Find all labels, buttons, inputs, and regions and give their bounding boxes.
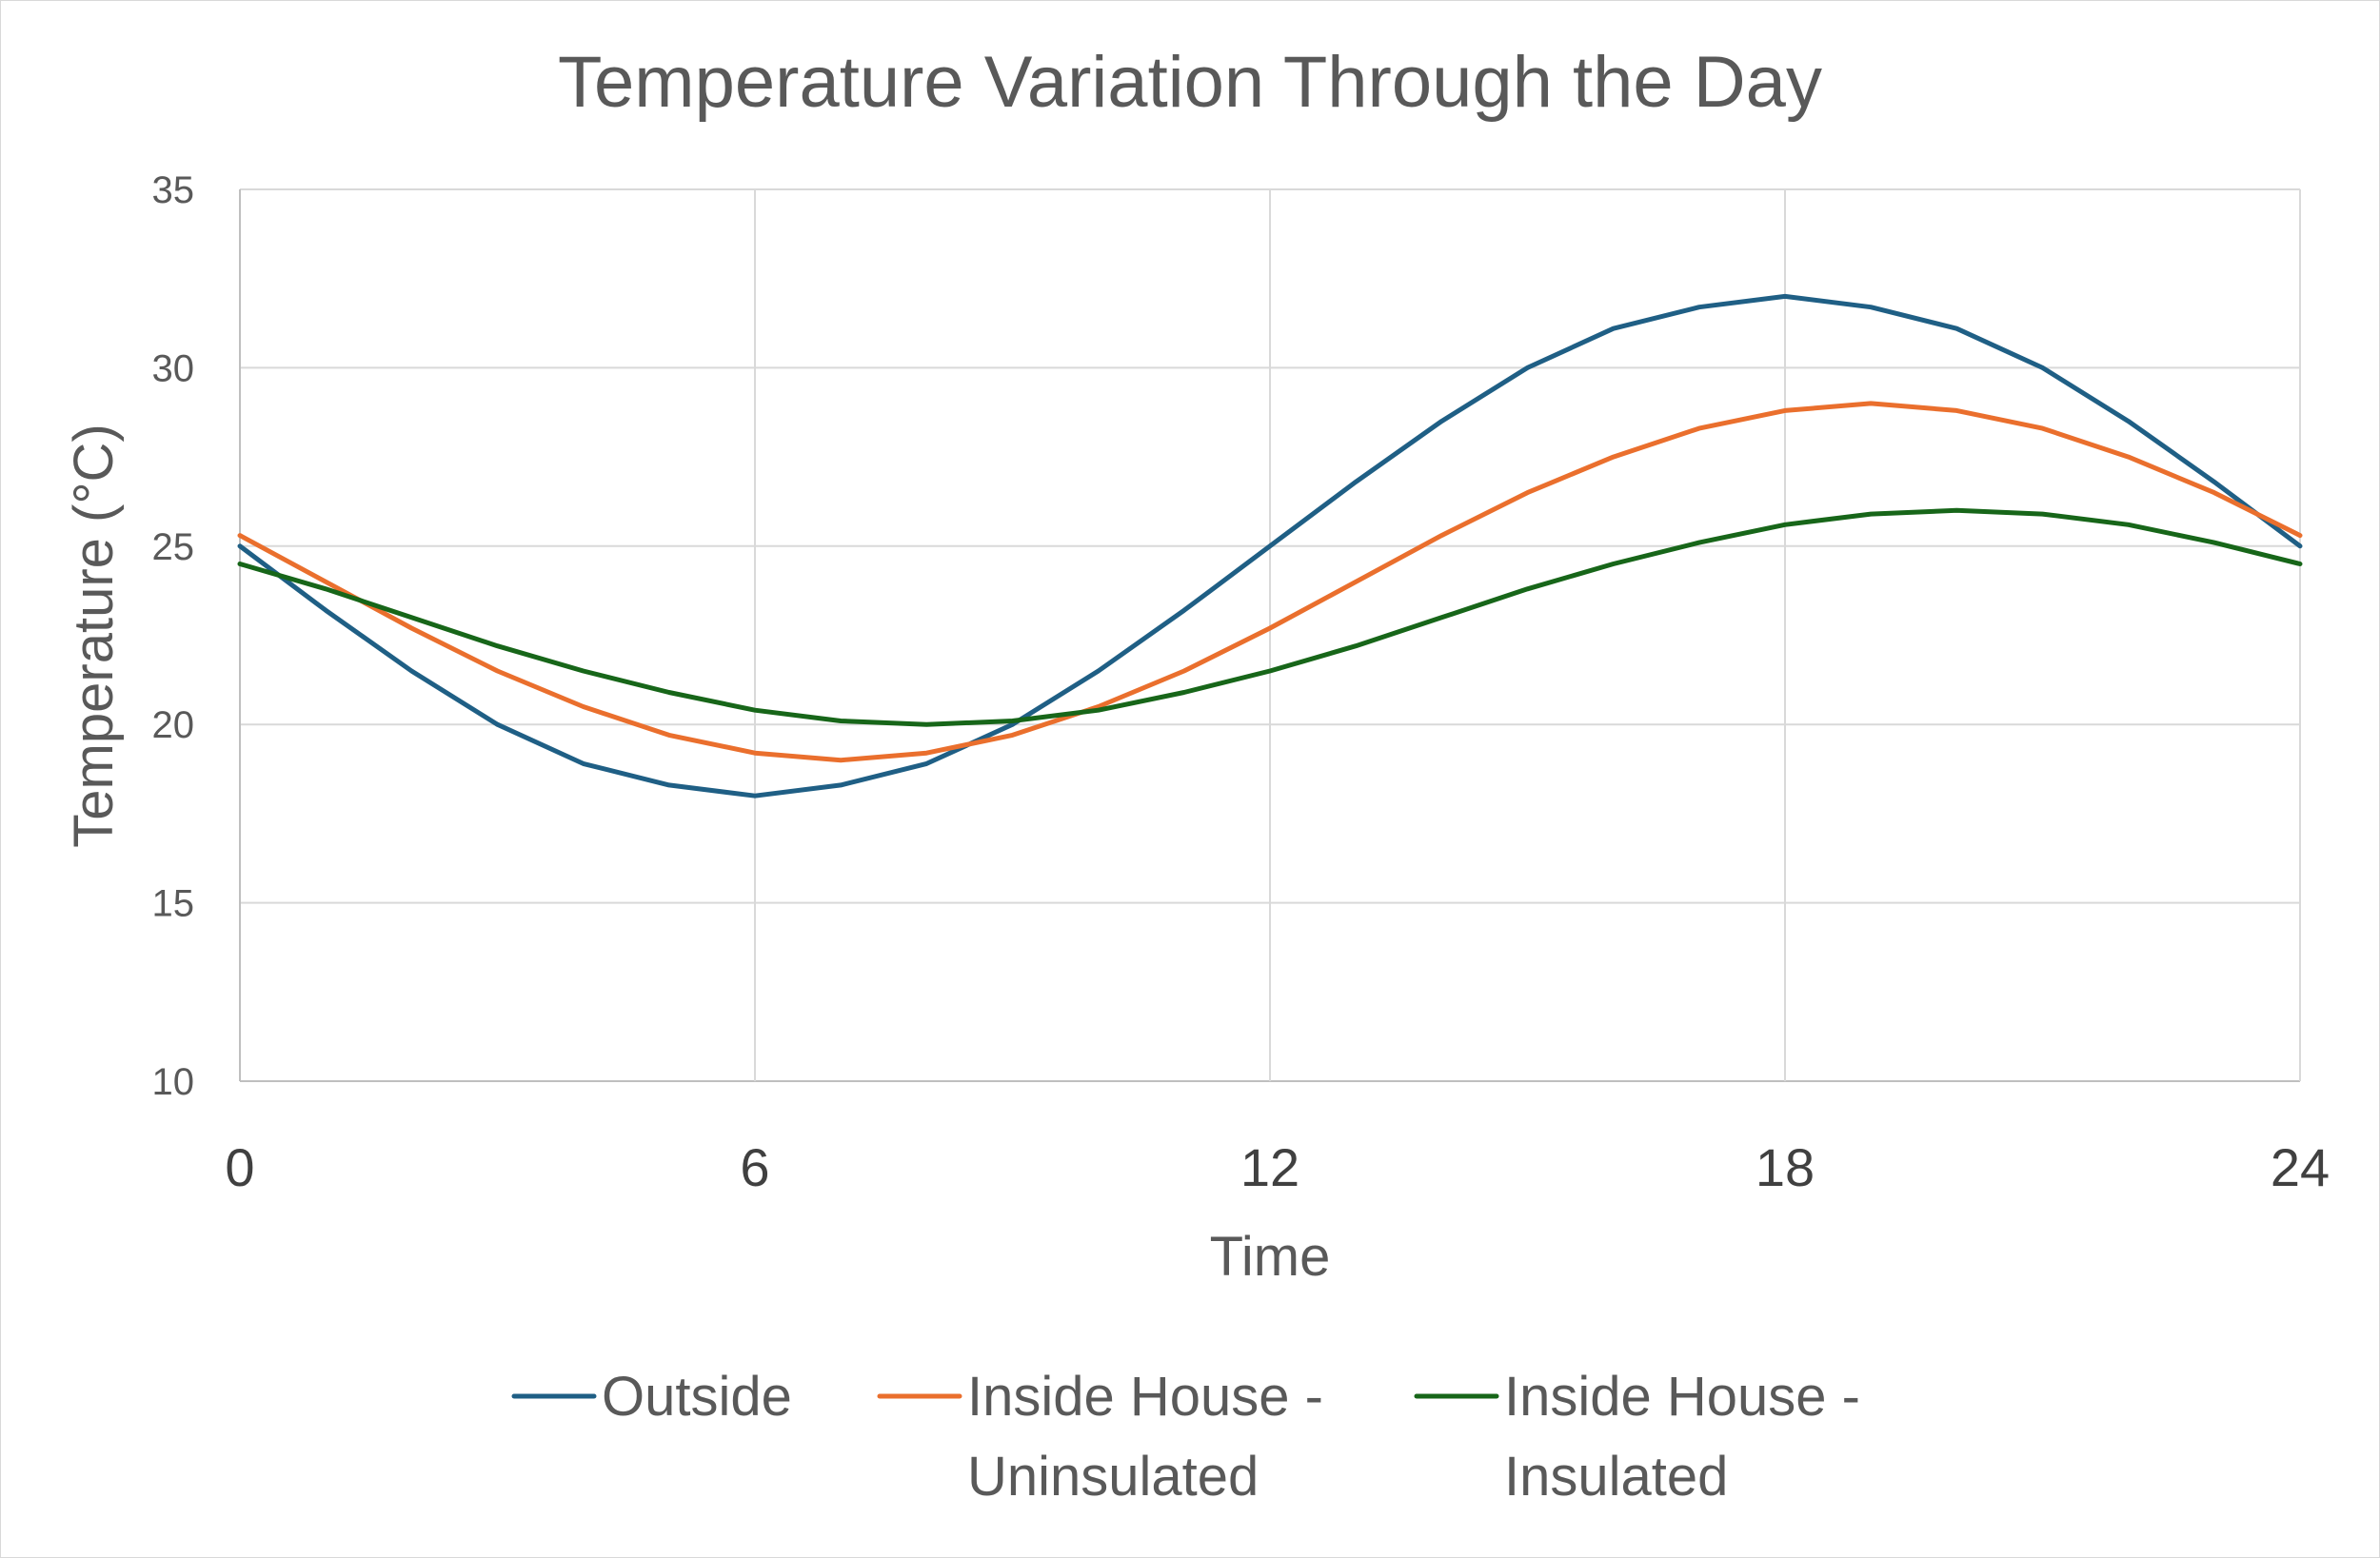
y-tick-label: 25 [152, 526, 195, 568]
y-tick-label: 15 [152, 883, 195, 925]
x-axis-title: Time [1210, 1226, 1331, 1288]
legend-item-1: Outside [511, 1366, 792, 1428]
series-line-3 [237, 507, 2303, 727]
x-tick-label: 6 [740, 1137, 769, 1197]
y-tick-label: 30 [152, 347, 195, 389]
legend-item-3: Inside House - Insulated [1414, 1366, 1860, 1508]
legend-label: Outside [602, 1366, 792, 1428]
x-axis-ticks: 0 6 12 18 24 [225, 1137, 2330, 1197]
x-tick-label: 18 [1755, 1137, 1815, 1197]
y-tick-label: 35 [152, 169, 195, 211]
y-tick-label: 20 [152, 704, 195, 746]
y-tick-label: 10 [152, 1061, 195, 1103]
x-tick-label: 0 [225, 1137, 254, 1197]
legend-label: Inside House - [967, 1366, 1323, 1428]
chart-title: Temperature Variation Through the Day [558, 42, 1822, 123]
legend-label: Inside House - [1504, 1366, 1860, 1428]
y-axis-title: Temperature (°C) [63, 424, 125, 847]
series-line-1 [237, 293, 2303, 799]
grid [239, 188, 2301, 1082]
series-line-2 [237, 401, 2303, 763]
x-tick-label: 12 [1240, 1137, 1299, 1197]
x-tick-label: 24 [2271, 1137, 2330, 1197]
legend-label: Uninsulated [967, 1446, 1259, 1508]
legend-item-2: Inside House - Uninsulated [877, 1366, 1323, 1508]
series-lines [237, 293, 2303, 799]
legend-label: Insulated [1504, 1446, 1728, 1508]
y-axis-ticks: 10 15 20 25 30 35 [152, 169, 195, 1103]
